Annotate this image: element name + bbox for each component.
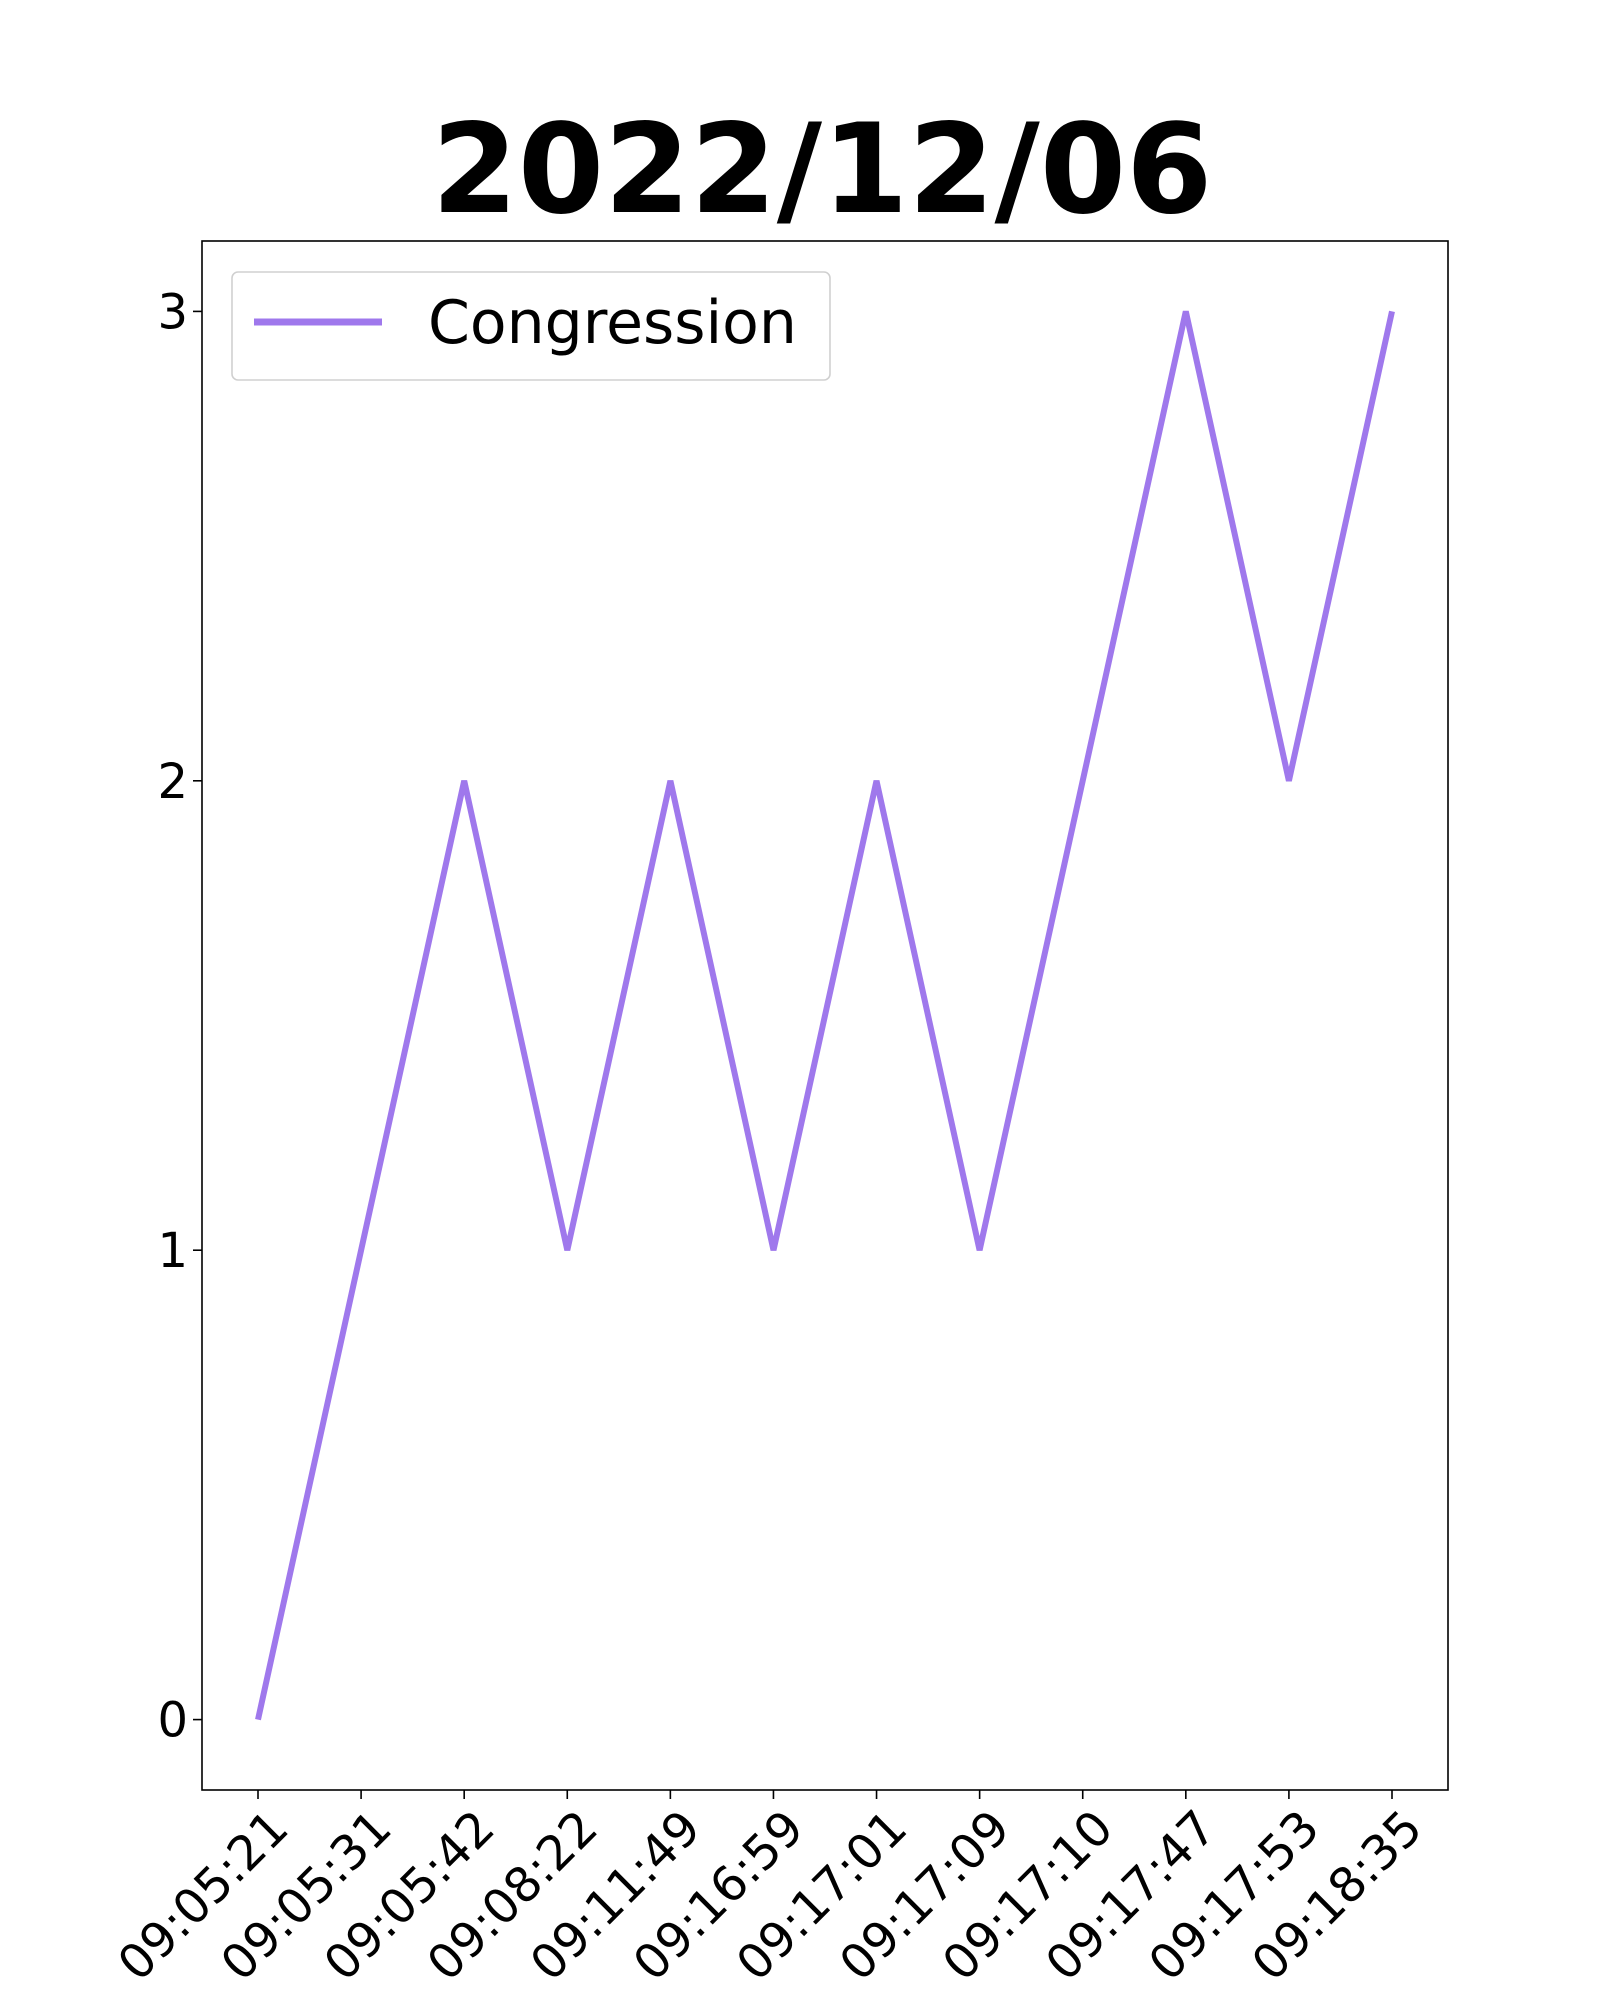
y-tick-label: 3 (157, 284, 188, 340)
y-tick-label: 0 (157, 1693, 188, 1749)
y-tick-label: 2 (157, 754, 188, 810)
legend-box (231, 271, 831, 381)
x-axis: 09:05:2109:05:3109:05:4209:08:2209:11:49… (107, 1790, 1433, 1992)
y-axis: 0 1 2 3 (157, 284, 202, 1749)
legend: Congression (231, 271, 831, 381)
chart-title: 2022/12/06 (432, 98, 1213, 242)
legend-label: Congression (428, 288, 797, 358)
y-tick-label: 1 (157, 1223, 188, 1279)
series-line (255, 310, 1395, 1721)
plot-frame (201, 240, 1449, 1791)
plot-area (255, 310, 1395, 1721)
